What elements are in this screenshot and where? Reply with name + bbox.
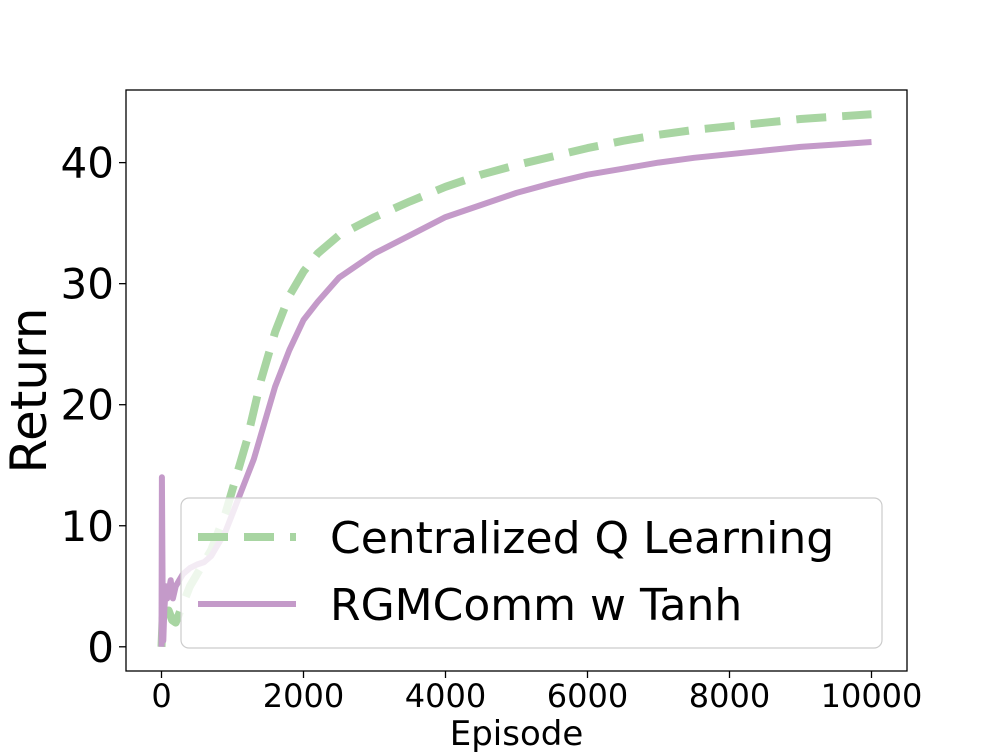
x-tick-label: 4000: [405, 677, 486, 715]
legend-box: [180, 497, 883, 649]
legend-label-rgmcomm-w-tanh: RGMComm w Tanh: [330, 580, 742, 631]
y-tick-label: 10: [61, 502, 114, 551]
y-axis-title: Return: [0, 308, 58, 474]
x-tick-label: 8000: [689, 677, 770, 715]
x-axis-title: Episode: [450, 714, 584, 754]
y-tick-label: 40: [61, 139, 114, 188]
series-layer: [157, 110, 872, 647]
legend-label-centralized-q-learning: Centralized Q Learning: [330, 513, 834, 564]
y-tick-label: 0: [87, 623, 114, 672]
legend: Centralized Q Learning RGMComm w Tanh: [180, 497, 883, 649]
y-axis: 0 10 20 30 40: [61, 139, 126, 672]
x-axis: 0 2000 4000 6000 8000 10000: [151, 671, 922, 715]
x-tick-label: 10000: [821, 677, 923, 715]
y-tick-label: 30: [61, 260, 114, 309]
plot-frame: [125, 89, 908, 672]
x-tick-label: 6000: [547, 677, 628, 715]
series-line-rgmcomm-w-tanh: [158, 139, 872, 647]
x-tick-label: 2000: [263, 677, 344, 715]
y-tick-label: 20: [61, 381, 114, 430]
series-line-centralized-q-learning: [157, 110, 872, 647]
x-tick-label: 0: [151, 677, 171, 715]
